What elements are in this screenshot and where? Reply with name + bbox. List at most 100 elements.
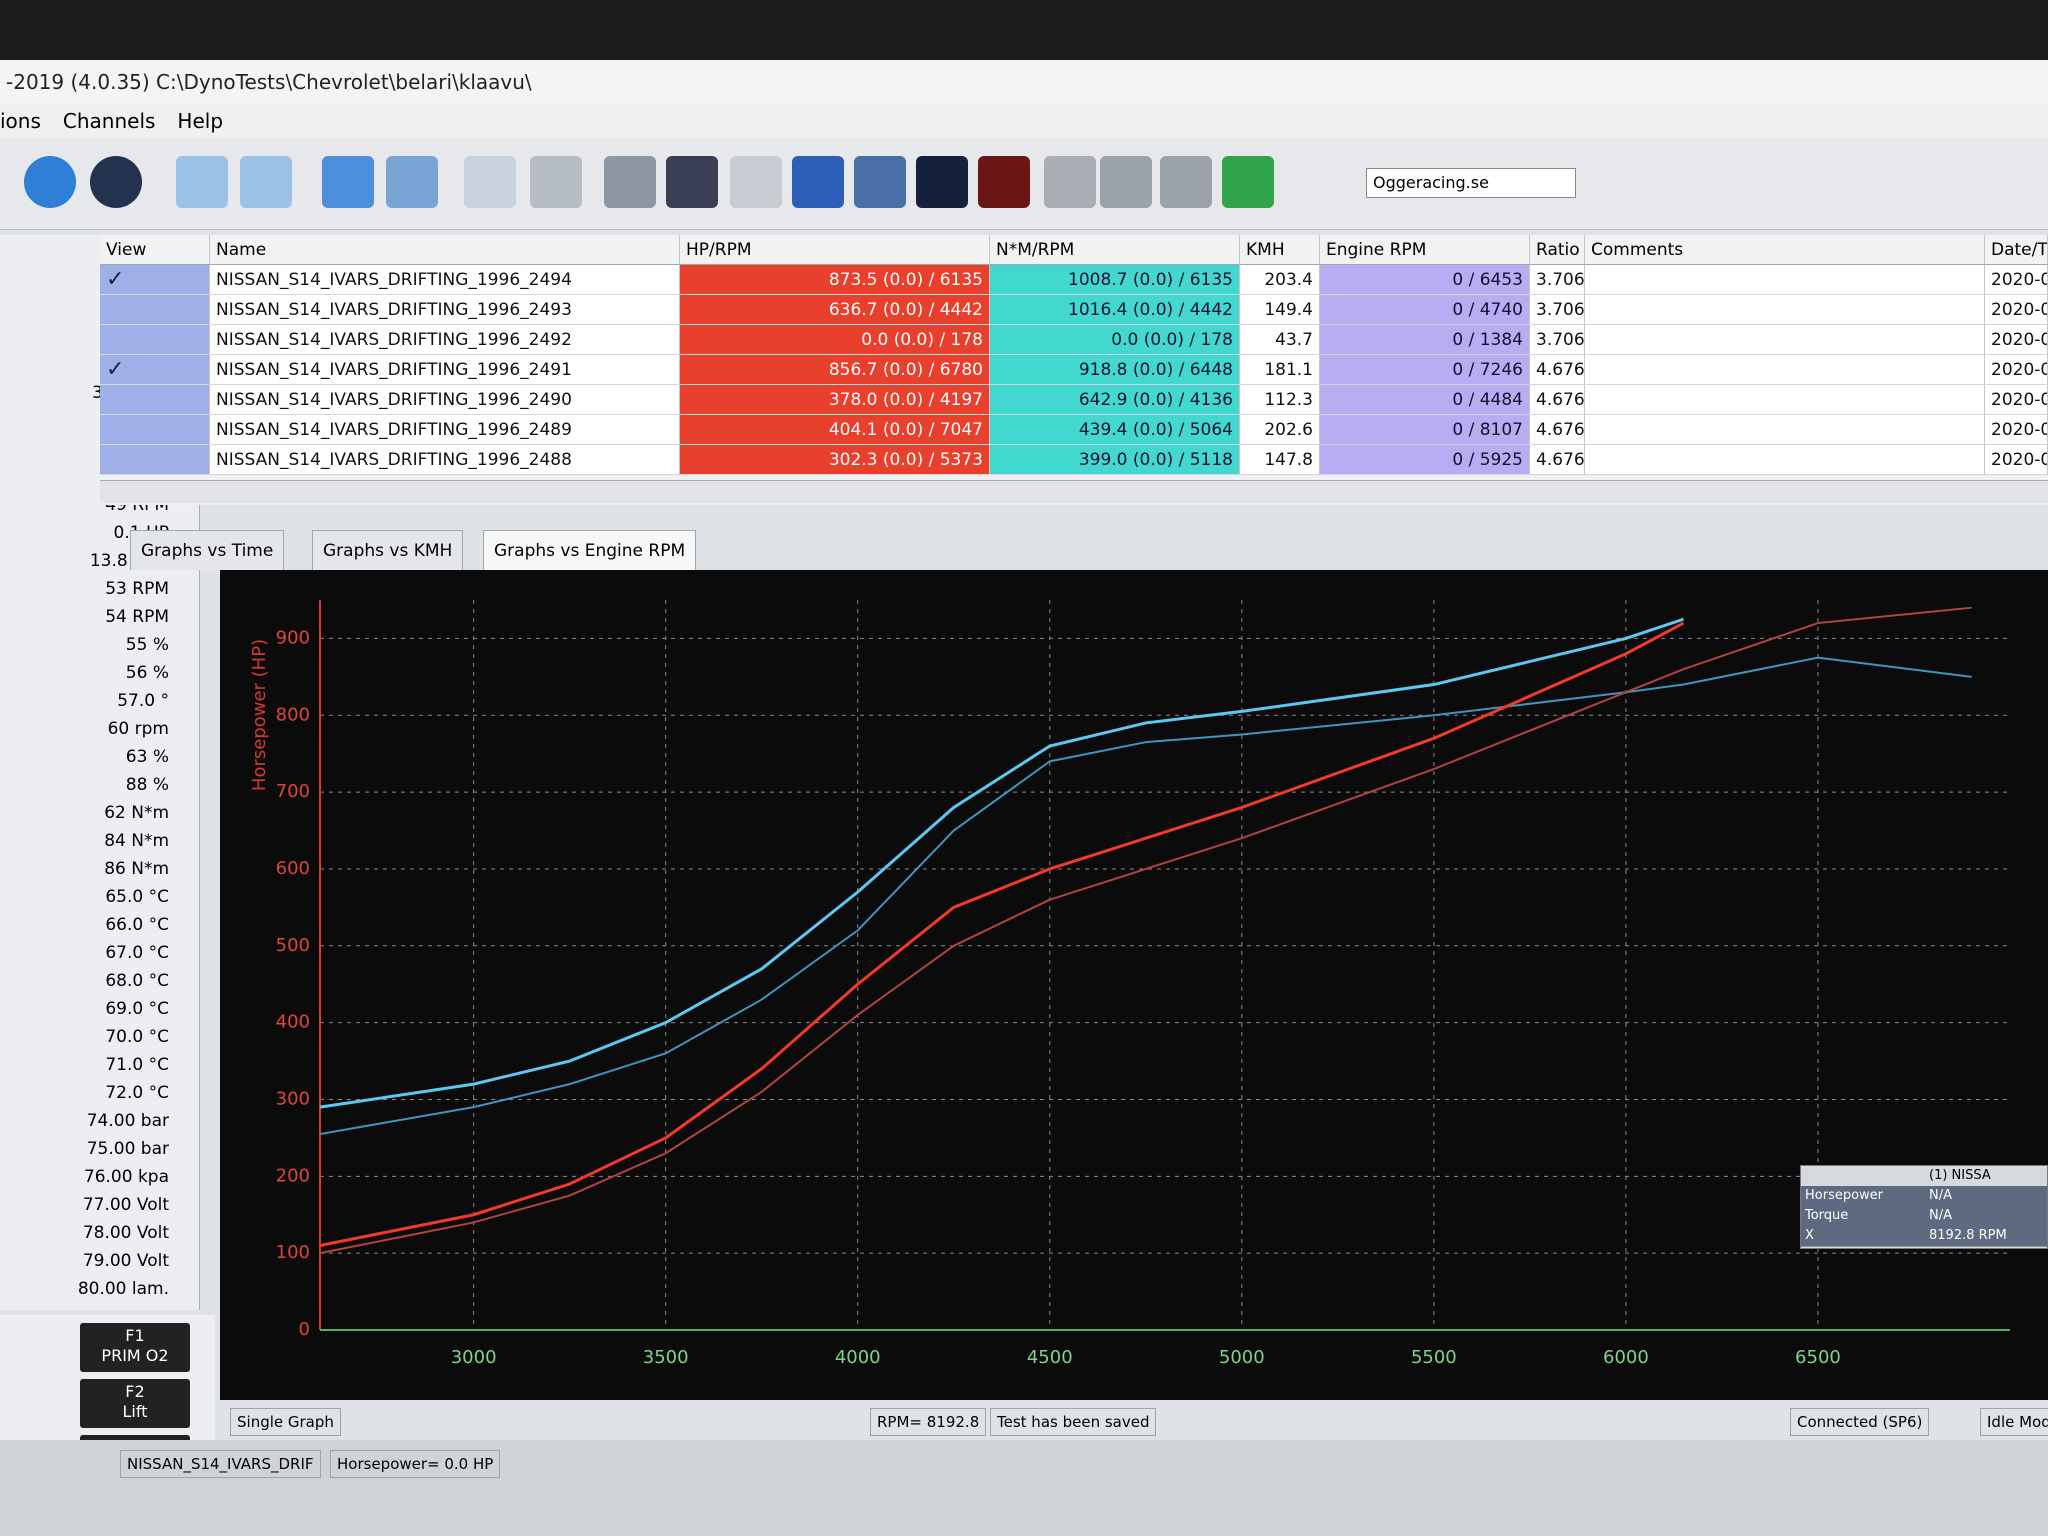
empty-cell bbox=[1585, 295, 1985, 325]
graph-button[interactable] bbox=[666, 156, 718, 208]
y-tick-label: 900 bbox=[276, 627, 310, 648]
cut-button[interactable] bbox=[386, 156, 438, 208]
y-tick-label: 800 bbox=[276, 704, 310, 725]
column-header[interactable]: Name bbox=[210, 235, 680, 265]
tab[interactable]: Graphs vs Time bbox=[130, 530, 285, 570]
settings-button[interactable] bbox=[604, 156, 656, 208]
table-cell: 378.0 (0.0) / 4197 bbox=[680, 385, 990, 415]
column-header[interactable]: Engine RPM bbox=[1320, 235, 1530, 265]
readout-value: 8192.8 RPM bbox=[1925, 1226, 2047, 1247]
table-cell: 2020-08-0 bbox=[1985, 385, 2048, 415]
hp-button[interactable] bbox=[1100, 156, 1152, 208]
status-field: RPM= 8192.8 bbox=[870, 1408, 987, 1436]
readout-value: N/A bbox=[1925, 1206, 2047, 1227]
print-button[interactable] bbox=[530, 156, 582, 208]
power-curve-button[interactable] bbox=[1222, 156, 1274, 208]
column-header[interactable]: KMH bbox=[1240, 235, 1320, 265]
column-header[interactable]: View bbox=[100, 235, 210, 265]
blank-button[interactable] bbox=[1044, 156, 1096, 208]
y-tick-label: 200 bbox=[276, 1165, 310, 1186]
y-tick-label: 0 bbox=[299, 1319, 310, 1340]
refresh-button[interactable] bbox=[322, 156, 374, 208]
table-cell: 0.0 (0.0) / 178 bbox=[990, 325, 1240, 355]
function-key[interactable]: F2 Lift bbox=[80, 1379, 190, 1428]
table-cell: 642.9 (0.0) / 4136 bbox=[990, 385, 1240, 415]
table-cell: 2020-08-0 bbox=[1985, 355, 2048, 385]
series-line bbox=[319, 617, 1684, 1109]
readout-label: Horsepower bbox=[1801, 1186, 1933, 1207]
table-cell: 404.1 (0.0) / 7047 bbox=[680, 415, 990, 445]
title-bar: -2019 (4.0.35) C:\DynoTests\Chevrolet\be… bbox=[0, 60, 2048, 104]
preview-button[interactable] bbox=[464, 156, 516, 208]
column-header[interactable]: Date/Time bbox=[1985, 235, 2048, 265]
table-cell: 2020-08-0 bbox=[1985, 415, 2048, 445]
empty-cell bbox=[1585, 355, 1985, 385]
function-key-name: F1 bbox=[125, 1326, 145, 1345]
menu-item[interactable]: Channels bbox=[62, 109, 156, 133]
tab[interactable]: Graphs vs Engine RPM bbox=[483, 530, 697, 570]
channel-value: 57.0 ° bbox=[117, 691, 169, 711]
channel-value: 72.0 °C bbox=[105, 1083, 169, 1103]
empty-cell bbox=[1585, 415, 1985, 445]
channel-value: 66.0 °C bbox=[105, 915, 169, 935]
screen: -2019 (4.0.35) C:\DynoTests\Chevrolet\be… bbox=[0, 60, 2048, 1536]
checkbox[interactable]: ✓ bbox=[106, 267, 125, 292]
table-cell: 112.3 bbox=[1240, 385, 1320, 415]
table-cell: 0 / 7246 bbox=[1320, 355, 1530, 385]
column-header[interactable]: HP/RPM bbox=[680, 235, 990, 265]
status-field: NISSAN_S14_IVARS_DRIF bbox=[120, 1450, 321, 1478]
tab[interactable]: Graphs vs KMH bbox=[312, 530, 464, 570]
channel-value: 69.0 °C bbox=[105, 999, 169, 1019]
shape-button[interactable] bbox=[1160, 156, 1212, 208]
table-cell: 2020-08-0 bbox=[1985, 325, 2048, 355]
channel-value: 76.00 kpa bbox=[83, 1167, 169, 1187]
status-field: Horsepower= 0.0 HP bbox=[330, 1450, 501, 1478]
channel-value: 71.0 °C bbox=[105, 1055, 169, 1075]
status-bar: Single Graph RPM= 8192.8 Test has been sav… bbox=[220, 1400, 2048, 1440]
table-cell: 0 / 6453 bbox=[1320, 265, 1530, 295]
column-header[interactable]: Ratio bbox=[1530, 235, 1585, 265]
runs-table: View Name HP/RPM N*M/RPM KMH Engine RPM Ratio C… bbox=[100, 235, 2048, 505]
dyno-button[interactable] bbox=[730, 156, 782, 208]
plot-background bbox=[220, 570, 2048, 1400]
y-tick-label: 400 bbox=[276, 1012, 310, 1033]
channel-value: 88 % bbox=[125, 775, 169, 795]
table-cell: 0 / 4740 bbox=[1320, 295, 1530, 325]
table-cell: 149.4 bbox=[1240, 295, 1320, 325]
y-tick-label: 300 bbox=[276, 1088, 310, 1109]
empty-cell bbox=[100, 445, 210, 475]
table-button[interactable] bbox=[854, 156, 906, 208]
scrollbar bbox=[100, 480, 2048, 503]
function-key[interactable]: F1 PRIM O2 bbox=[80, 1323, 190, 1372]
channel-value: 62 N*m bbox=[104, 803, 169, 823]
profile-dropdown[interactable]: Oggeracing.se bbox=[1366, 168, 1576, 198]
alert-button[interactable] bbox=[792, 156, 844, 208]
table-cell: 856.7 (0.0) / 6780 bbox=[680, 355, 990, 385]
column-header[interactable]: N*M/RPM bbox=[990, 235, 1240, 265]
channel-value: 74.00 bar bbox=[86, 1111, 169, 1131]
table-cell: 399.0 (0.0) / 5118 bbox=[990, 445, 1240, 475]
table-cell: 3.706 bbox=[1530, 325, 1585, 355]
status-field[interactable]: Single Graph bbox=[230, 1408, 341, 1436]
zoom-out-button[interactable] bbox=[240, 156, 292, 208]
record-button[interactable] bbox=[90, 156, 142, 208]
channel-value: 63 % bbox=[125, 747, 169, 767]
empty-cell bbox=[100, 385, 210, 415]
play-button[interactable] bbox=[24, 156, 76, 208]
x-tick-label: 5000 bbox=[1219, 1347, 1265, 1368]
checkbox[interactable]: ✓ bbox=[106, 357, 125, 382]
column-header[interactable]: Comments bbox=[1585, 235, 1985, 265]
readout-label: X bbox=[1801, 1226, 1933, 1247]
table-cell: 3.706 bbox=[1530, 295, 1585, 325]
menu-item[interactable]: ions bbox=[0, 109, 41, 133]
y-axis-title: Horsepower (HP) bbox=[249, 639, 270, 791]
table-cell: NISSAN_S14_IVARS_DRIFTING_1996_2494 bbox=[210, 265, 680, 295]
table-cell: 2020-08-0 bbox=[1985, 295, 2048, 325]
map-button[interactable] bbox=[978, 156, 1030, 208]
zoom-in-button[interactable] bbox=[176, 156, 228, 208]
menu-item[interactable]: Help bbox=[177, 109, 224, 133]
table-cell: 439.4 (0.0) / 5064 bbox=[990, 415, 1240, 445]
table-cell: 3.706 bbox=[1530, 265, 1585, 295]
curve-button[interactable] bbox=[916, 156, 968, 208]
